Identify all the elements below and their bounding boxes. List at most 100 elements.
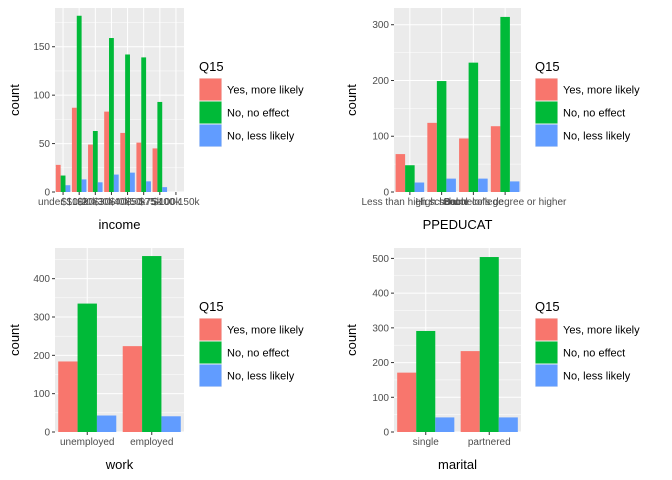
y-axis-title: count	[344, 84, 359, 116]
bar	[460, 351, 480, 432]
legend-swatch	[535, 124, 558, 147]
chart-panel-1: 0 50 100 150 under $10k$10-20k$20-30k$30-40k…	[7, 8, 304, 232]
bar	[55, 164, 61, 192]
y-tick-label: 100	[33, 389, 50, 400]
bar	[113, 174, 119, 192]
legend-label: No, no effect	[563, 108, 625, 120]
bar	[104, 111, 110, 192]
y-axis-title: count	[7, 324, 22, 356]
x-tick-label: $50-75k	[126, 197, 163, 208]
x-tick-label: $100-150k	[152, 197, 200, 208]
legend-title: Q15	[199, 59, 224, 74]
legend-label: No, less likely	[227, 131, 295, 143]
bar	[427, 122, 437, 192]
bar	[92, 130, 98, 192]
legend-swatch	[199, 78, 222, 101]
bar	[71, 107, 77, 192]
x-axis-title: work	[105, 457, 134, 472]
bar	[414, 182, 425, 192]
bar	[157, 101, 163, 192]
bar	[129, 172, 135, 192]
bar	[146, 181, 151, 192]
y-axis-title: count	[344, 324, 359, 356]
bar	[395, 154, 406, 192]
y-tick-label: 500	[372, 254, 389, 265]
bar	[436, 81, 447, 192]
x-tick-label: $75-100k	[139, 197, 182, 208]
bar	[122, 346, 143, 432]
x-tick-label: $30-40k	[93, 197, 130, 208]
x-tick-label: High school	[415, 197, 467, 208]
chart-panel-3: 0 100 200 300 400 unemployed employed work count…	[7, 248, 304, 472]
x-axis-title: marital	[438, 457, 477, 472]
bar	[141, 57, 147, 193]
x-tick-label: $20-30k	[77, 197, 114, 208]
bar	[468, 62, 479, 192]
y-tick-label: 100	[372, 132, 389, 143]
y-tick-label: 200	[372, 76, 389, 87]
bar	[81, 179, 87, 192]
y-tick-label: 300	[372, 20, 389, 31]
legend-swatch	[199, 124, 222, 147]
legend-label: No, no effect	[227, 108, 289, 120]
legend-label: Yes, more likely	[563, 85, 640, 97]
bar	[416, 330, 436, 432]
y-tick-label: 50	[39, 139, 51, 150]
bar	[96, 415, 117, 432]
legend-title: Q15	[535, 59, 560, 74]
bar	[125, 54, 130, 193]
legend-label: No, no effect	[563, 348, 625, 360]
bar	[498, 417, 518, 432]
bar	[479, 257, 499, 432]
y-tick-label: 200	[372, 358, 389, 369]
y-tick-label: 200	[33, 351, 50, 362]
y-axis-title: count	[7, 84, 22, 116]
x-axis-title: PPEDUCAT	[423, 217, 493, 232]
chart-panel-4: 0 100 200 300 400 500 single partnered marital co…	[344, 248, 640, 472]
x-tick-label: Bachelor's degree or higher	[444, 197, 567, 208]
y-tick-label: 300	[372, 323, 389, 334]
bar	[397, 372, 417, 432]
bar	[109, 38, 114, 192]
y-tick-label: 100	[372, 393, 389, 404]
bar	[490, 126, 501, 192]
legend-swatch	[199, 341, 222, 364]
bar	[152, 148, 158, 192]
legend-label: No, less likely	[563, 131, 631, 143]
y-tick-label: 0	[383, 188, 389, 199]
bar	[88, 144, 93, 192]
legend-swatch	[535, 341, 558, 364]
y-tick-label: 150	[33, 42, 50, 53]
legend-swatch	[535, 364, 558, 387]
x-tick-label: Some college	[443, 197, 504, 208]
x-tick-label: partnered	[468, 437, 511, 448]
y-tick-label: 0	[383, 428, 389, 439]
x-tick-label: employed	[130, 437, 173, 448]
x-tick-label: $10-20k	[61, 197, 98, 208]
legend-swatch	[535, 78, 558, 101]
bar	[435, 417, 455, 432]
bar	[58, 361, 78, 432]
legend-title: Q15	[199, 299, 224, 314]
bar	[120, 132, 126, 192]
bar	[136, 142, 142, 192]
legend-label: No, less likely	[227, 371, 295, 383]
bar	[459, 138, 469, 192]
x-tick-label: $40-50k	[109, 197, 146, 208]
bar	[446, 178, 456, 192]
legend-label: Yes, more likely	[563, 325, 640, 337]
y-tick-label: 400	[33, 274, 50, 285]
x-tick-label: under $10k	[38, 197, 89, 208]
legend-label: Yes, more likely	[227, 85, 304, 97]
bar	[60, 175, 66, 192]
bar	[509, 181, 520, 192]
y-tick-label: 300	[33, 313, 50, 324]
legend-swatch	[199, 318, 222, 341]
y-tick-label: 100	[33, 91, 50, 102]
